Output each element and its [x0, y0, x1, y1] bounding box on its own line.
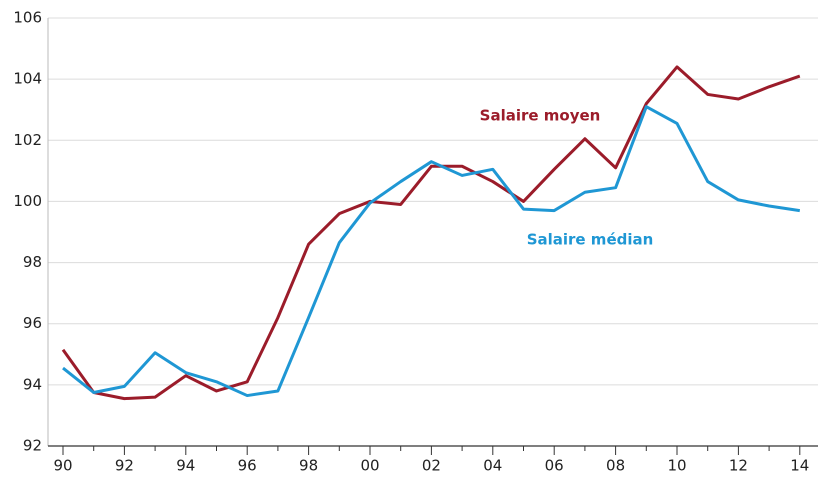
series-label: Salaire médian — [527, 231, 654, 249]
y-tick-label: 102 — [13, 131, 42, 149]
x-tick-label: 02 — [422, 457, 441, 475]
x-tick-label: 96 — [238, 457, 257, 475]
x-tick-label: 12 — [729, 457, 748, 475]
x-tick-label: 10 — [667, 457, 686, 475]
y-tick-label: 92 — [23, 437, 42, 455]
series-line — [61, 65, 801, 401]
x-tick-label: 94 — [176, 457, 195, 475]
series-label: Salaire moyen — [480, 107, 601, 125]
x-tick-label: 06 — [545, 457, 564, 475]
y-tick-label: 100 — [13, 192, 42, 210]
x-tick-label: 98 — [299, 457, 318, 475]
x-tick-label: 08 — [606, 457, 625, 475]
x-tick-label: 00 — [360, 457, 379, 475]
x-tick-label: 14 — [790, 457, 809, 475]
series-line — [62, 105, 801, 398]
x-tick-label: 04 — [483, 457, 502, 475]
x-tick-label: 90 — [53, 457, 72, 475]
y-tick-label: 94 — [23, 375, 42, 393]
y-tick-label: 104 — [13, 70, 42, 88]
y-tick-label: 96 — [23, 314, 42, 332]
x-tick-label: 92 — [115, 457, 134, 475]
y-tick-label: 98 — [23, 253, 42, 271]
y-tick-label: 106 — [13, 9, 42, 27]
